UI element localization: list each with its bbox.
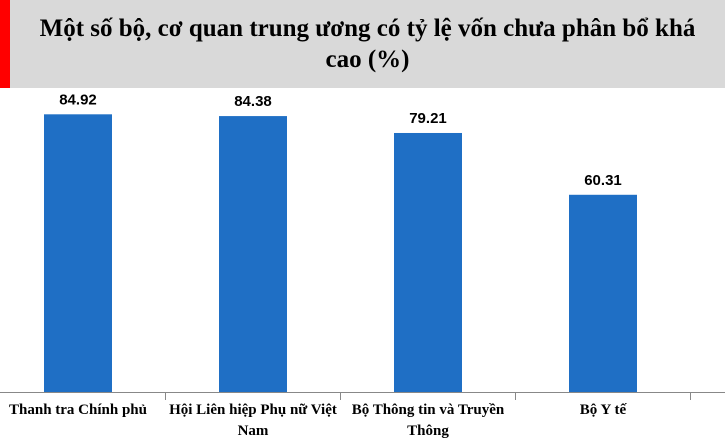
x-tick-label: Thanh tra Chính phủ (9, 402, 147, 418)
value-label: 79.21 (409, 110, 447, 127)
bar (394, 132, 462, 392)
chart-title: Một số bộ, cơ quan trung ương có tỷ lệ v… (39, 15, 696, 73)
x-tick-label: Bộ Thông tin và Truyền Thông (351, 402, 505, 439)
x-tick-label: Bộ Y tế (579, 402, 627, 418)
title-box: Một số bộ, cơ quan trung ương có tỷ lệ v… (10, 0, 725, 88)
bar (219, 116, 287, 393)
bar (569, 194, 637, 392)
bar (44, 114, 112, 393)
accent-stripe (0, 0, 10, 88)
value-label: 84.38 (234, 93, 272, 110)
value-label: 60.31 (584, 172, 622, 189)
value-label: 84.92 (59, 91, 97, 108)
x-tick-label: Hội Liên hiệp Phụ nữ Việt Nam (169, 402, 337, 439)
